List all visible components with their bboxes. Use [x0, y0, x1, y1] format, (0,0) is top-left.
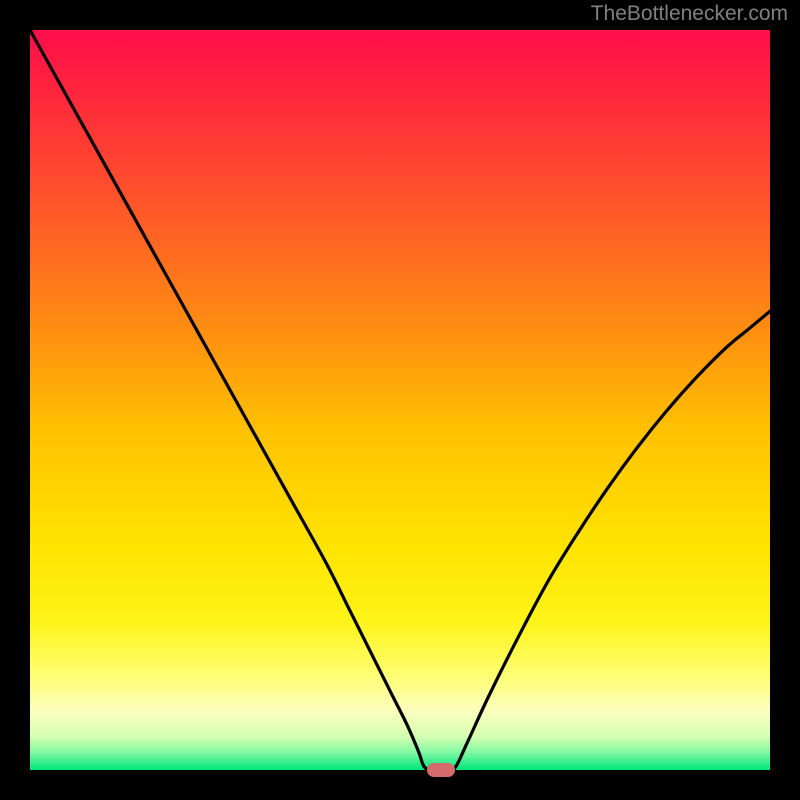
- watermark-text: TheBottlenecker.com: [591, 2, 788, 26]
- bottleneck-curve-chart: [30, 30, 770, 770]
- gradient-background: [30, 30, 770, 770]
- chart-stage: TheBottlenecker.com: [0, 0, 800, 800]
- optimum-marker: [427, 763, 455, 777]
- plot-area: [30, 30, 770, 770]
